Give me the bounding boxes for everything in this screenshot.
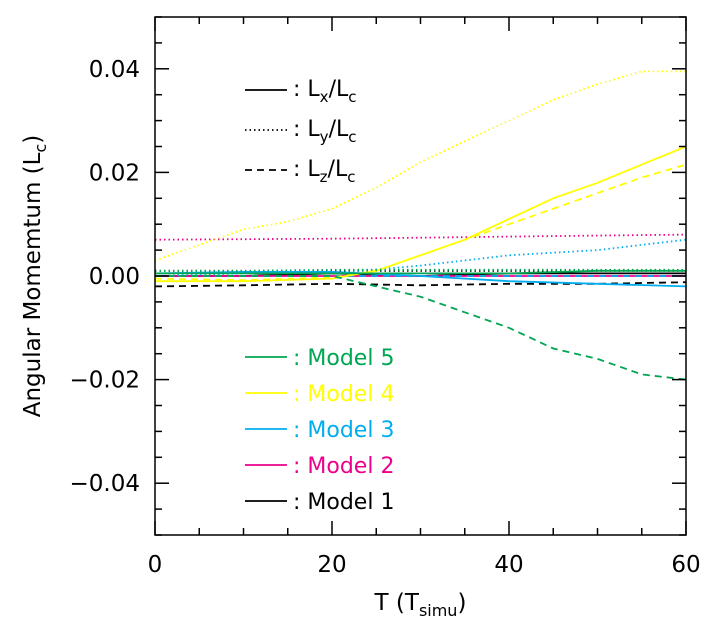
y-axis-title-close: )	[20, 135, 46, 144]
component-legend-mid: /L	[329, 77, 349, 102]
component-legend-text: : L	[293, 157, 320, 182]
x-axis-title-sub: simu	[419, 601, 458, 620]
x-axis-title-main: T (T	[374, 590, 420, 616]
x-tick-label: 40	[494, 552, 523, 578]
y-axis-title-sub: c	[31, 144, 50, 153]
model-legend-label-model3: : Model 3	[293, 418, 394, 443]
component-legend-text: : L	[293, 117, 320, 142]
series-model4-lz	[154, 163, 687, 282]
x-tick-label: 20	[317, 552, 346, 578]
series-model4-ly	[154, 70, 686, 262]
component-legend-sub2: c	[348, 88, 356, 106]
component-legend-label: : Lx/Lc	[293, 77, 356, 106]
series-model2-ly	[154, 233, 687, 241]
y-tick-label: 0.02	[89, 160, 140, 186]
series-model5-lx	[155, 269, 686, 275]
component-legend-text: : L	[293, 77, 320, 102]
y-tick-label: 0.04	[89, 57, 140, 83]
y-tick-label: −0.04	[70, 471, 140, 497]
x-axis-title: T (Tsimu)	[374, 590, 467, 620]
series-model5-lz	[155, 275, 687, 381]
model-legend-label-model2: : Model 2	[293, 454, 394, 479]
component-legend-mid: /L	[329, 117, 349, 142]
series-model1-lz	[154, 281, 687, 288]
axes-layer: 0 20 40 60−0.04−0.020.000.020.04T (Tsimu)An…	[20, 16, 701, 620]
series-model4-lx	[155, 145, 687, 283]
component-legend-sub2: c	[348, 128, 356, 146]
component-legend-sub1: y	[320, 128, 329, 146]
y-axis-title: Angular Momemtum (Lc)	[20, 135, 50, 418]
y-tick-label: −0.02	[70, 368, 140, 394]
series-model5-ly	[155, 268, 686, 272]
component-legend-sub2: c	[347, 168, 355, 186]
component-legend-mid: /L	[328, 157, 348, 182]
x-tick-label: 0	[148, 552, 163, 578]
series-layer	[154, 70, 687, 381]
model-legend-label-model1: : Model 1	[293, 490, 394, 515]
series-model3-ly	[154, 238, 687, 277]
x-axis-title-close: )	[457, 590, 466, 616]
component-legend-sub1: z	[320, 168, 328, 186]
y-tick-label: 0.00	[89, 264, 140, 290]
y-axis-title-main: Angular Momemtum (L	[20, 152, 46, 417]
x-tick-label: 60	[671, 552, 700, 578]
component-legend-label: : Ly/Lc	[293, 117, 356, 146]
legend-layer: : Lx/Lc: Ly/Lc: Lz/Lc: Model 5: Model 4:…	[245, 77, 394, 515]
model-legend-label-model4: : Model 4	[293, 382, 394, 407]
component-legend-label: : Lz/Lc	[293, 157, 355, 186]
model-legend-label-model5: : Model 5	[293, 346, 394, 371]
component-legend-sub1: x	[320, 88, 329, 106]
